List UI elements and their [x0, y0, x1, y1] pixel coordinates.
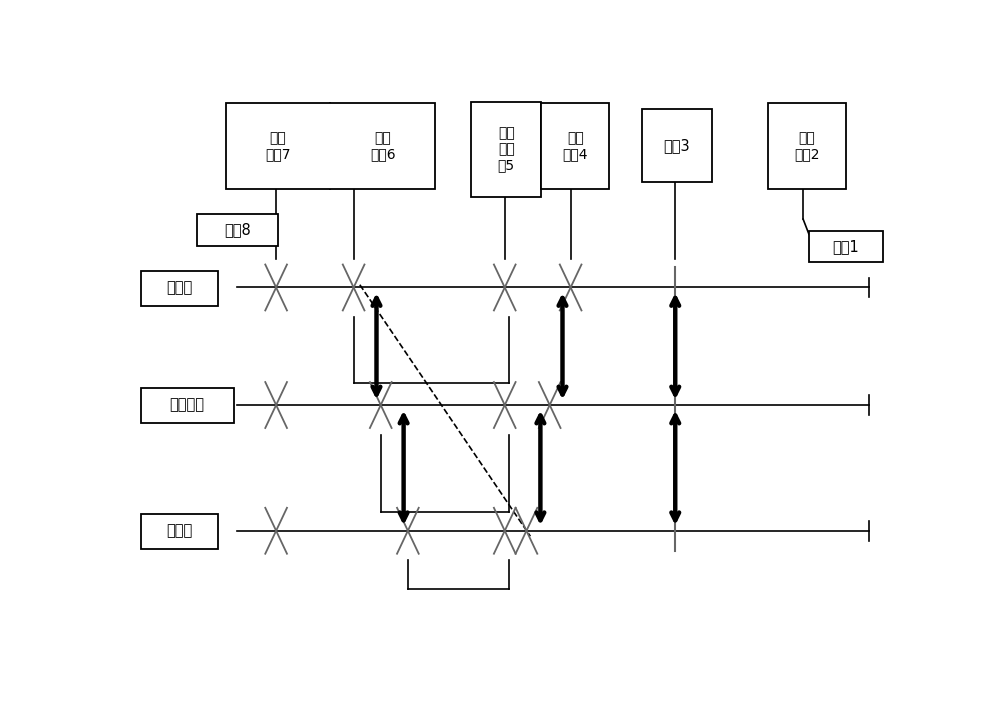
Bar	[809, 231, 883, 261]
Text: 中央
固定
组5: 中央 固定 组5	[498, 126, 515, 173]
Text: 后固
定组2: 后固 定组2	[794, 131, 820, 161]
Text: 中间视场: 中间视场	[170, 398, 205, 413]
Bar	[140, 271, 218, 305]
Bar	[541, 103, 609, 189]
Text: 后变
焦组4: 后变 焦组4	[563, 131, 588, 161]
Bar	[768, 103, 846, 189]
Bar	[140, 388, 234, 423]
Text: 前变
焦组6: 前变 焦组6	[370, 131, 396, 161]
Bar	[226, 103, 435, 189]
Text: 像面1: 像面1	[832, 239, 859, 254]
Bar	[642, 109, 712, 182]
Text: 光阑3: 光阑3	[663, 138, 690, 153]
Text: 物面8: 物面8	[224, 222, 251, 238]
Text: 窄视场: 窄视场	[166, 280, 192, 295]
Bar	[140, 514, 218, 549]
Text: 宽视场: 宽视场	[166, 523, 192, 538]
Text: 前固
定组7: 前固 定组7	[265, 131, 291, 161]
Bar	[197, 214, 278, 246]
Bar	[471, 102, 541, 197]
